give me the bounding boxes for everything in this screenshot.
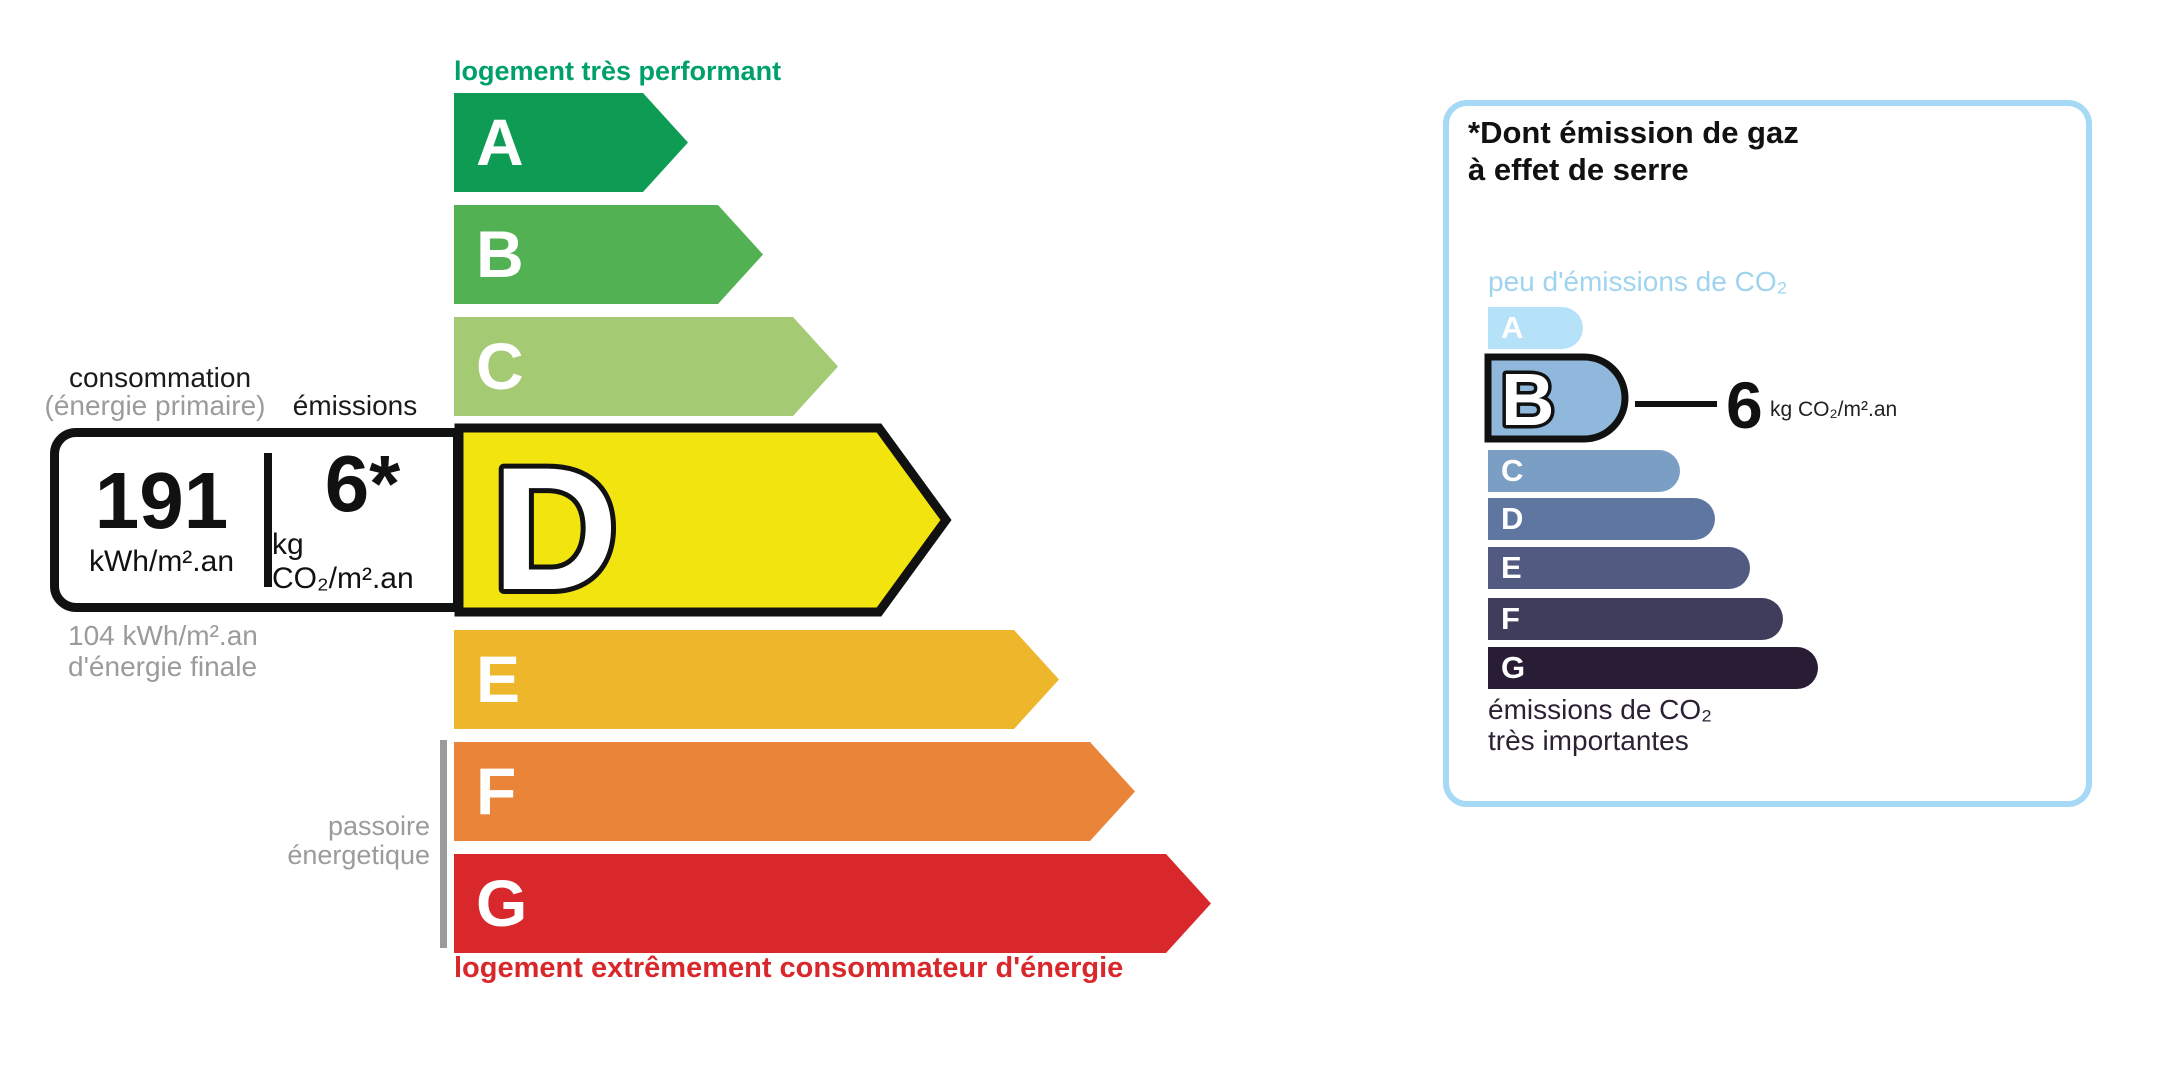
co2-high-emissions-label: émissions de CO₂ très importantes	[1488, 694, 1712, 756]
energy-bar-f-letter: F	[476, 754, 517, 828]
energy-bar-g-letter: G	[476, 866, 528, 940]
co2-bar-a: A	[1488, 307, 1583, 349]
energy-bar-d-letter: D	[492, 432, 618, 617]
co2-bar-b-shape	[1484, 353, 1629, 443]
energy-bar-c: C	[454, 317, 838, 416]
consumption-sublabel: (énergie primaire)	[44, 390, 266, 421]
co2-panel-title-line1: *Dont émission de gaz	[1468, 115, 1799, 150]
co2-bar-a-letter: A	[1501, 310, 1524, 345]
co2-high-emissions-line2: très importantes	[1488, 725, 1689, 756]
co2-bar-d: D	[1488, 498, 1715, 540]
energy-bar-b: B	[454, 205, 763, 304]
co2-panel-title: *Dont émission de gaz à effet de serre	[1468, 114, 1799, 188]
co2-high-emissions-line1: émissions de CO₂	[1488, 694, 1713, 725]
co2-low-emissions-label: peu d'émissions de CO₂	[1488, 266, 1788, 297]
co2-bar-d-letter: D	[1501, 501, 1524, 536]
co2-bar-b-active: B	[1484, 353, 1629, 443]
energy-bar-a-letter: A	[476, 105, 524, 179]
consumption-unit: kWh/m².an	[88, 545, 235, 578]
emissions-unit: kg CO₂/m².an	[272, 528, 414, 595]
co2-bar-g-letter: G	[1501, 650, 1526, 685]
energy-bar-e: E	[454, 630, 1059, 729]
energy-bar-a: A	[454, 93, 688, 192]
consumption-label: consommation	[68, 362, 252, 393]
emissions-value: 6*	[324, 439, 401, 528]
consumption-cell: 191 kWh/m².an	[59, 437, 264, 603]
co2-bar-e-letter: E	[1501, 550, 1522, 585]
energy-bar-d-active: D	[454, 423, 952, 617]
energy-bar-e-letter: E	[476, 642, 521, 716]
energy-sieve-label-line2: énergetique	[287, 840, 430, 870]
emissions-label: émissions	[292, 390, 418, 421]
top-performance-label: logement très performant	[454, 56, 782, 86]
energy-bar-f: F	[454, 742, 1135, 841]
co2-panel-title-line2: à effet de serre	[1468, 152, 1689, 187]
energy-sieve-line	[440, 740, 447, 948]
co2-bar-c-letter: C	[1501, 453, 1524, 488]
co2-bar-c: C	[1488, 450, 1680, 492]
energy-bar-d-shape	[454, 423, 952, 617]
value-box: 191 kWh/m².an 6* kg CO₂/m².an	[50, 428, 462, 612]
co2-value: 6	[1726, 368, 1763, 442]
energy-bar-b-letter: B	[476, 217, 524, 291]
co2-value-connector	[1635, 401, 1717, 407]
final-energy-note-line1: 104 kWh/m².an	[68, 620, 258, 651]
co2-bar-f: F	[1488, 598, 1783, 640]
co2-bar-f-letter: F	[1501, 601, 1520, 636]
bottom-consumer-label: logement extrêmement consommateur d'éner…	[454, 952, 1124, 984]
energy-sieve-label-line1: passoire	[327, 811, 430, 841]
emissions-cell: 6* kg CO₂/m².an	[272, 437, 453, 603]
energy-sieve-label: passoire énergetique	[200, 812, 430, 870]
final-energy-note-line2: d'énergie finale	[68, 651, 258, 682]
value-box-divider	[264, 453, 272, 587]
co2-bar-b-letter: B	[1501, 358, 1554, 441]
final-energy-note: 104 kWh/m².an d'énergie finale	[68, 620, 258, 682]
co2-bar-g: G	[1488, 647, 1818, 689]
consumption-value: 191	[94, 456, 229, 545]
energy-bar-g: G	[454, 854, 1211, 953]
energy-bar-c-letter: C	[476, 329, 524, 403]
co2-bar-e: E	[1488, 547, 1750, 589]
co2-value-unit: kg CO₂/m².an	[1770, 398, 1898, 421]
